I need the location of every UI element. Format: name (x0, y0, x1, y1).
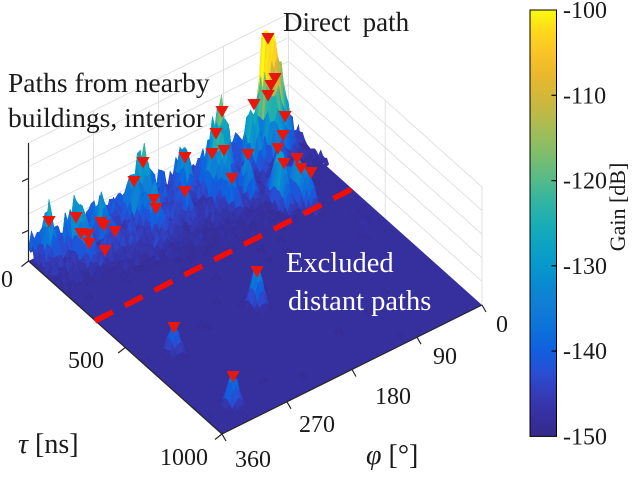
svg-text:distant paths: distant paths (288, 286, 431, 317)
svg-text:-150: -150 (563, 424, 607, 450)
svg-text:500: 500 (68, 348, 104, 374)
svg-text:-140: -140 (563, 339, 607, 365)
svg-text:Paths from nearby: Paths from nearby (8, 67, 210, 98)
svg-text:Excluded: Excluded (286, 248, 394, 279)
svg-text:Direct path: Direct path (283, 7, 410, 37)
svg-text:270: 270 (299, 412, 335, 438)
svg-text:0: 0 (496, 312, 508, 338)
svg-text:Gain [dB]: Gain [dB] (605, 163, 630, 252)
svg-text:τ [ns]: τ [ns] (18, 429, 79, 460)
svg-text:-120: -120 (563, 169, 607, 195)
svg-text:buildings, interior: buildings, interior (8, 102, 205, 133)
svg-text:-130: -130 (563, 254, 607, 280)
svg-text:-110: -110 (563, 83, 606, 109)
svg-text:1000: 1000 (160, 445, 208, 471)
svg-text:φ [°]: φ [°] (366, 440, 418, 471)
svg-text:-100: -100 (563, 0, 607, 24)
svg-text:0: 0 (1, 267, 13, 293)
svg-text:180: 180 (375, 384, 411, 410)
svg-text:360: 360 (235, 447, 271, 473)
svg-text:90: 90 (433, 344, 457, 370)
